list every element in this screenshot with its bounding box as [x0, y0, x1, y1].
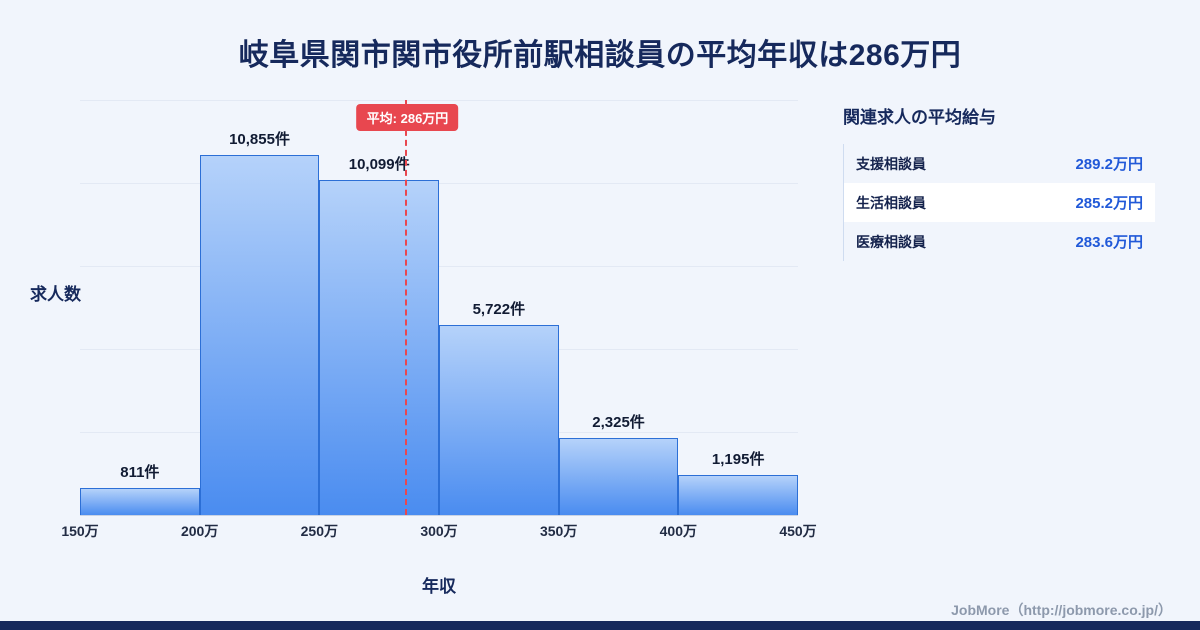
bar-value-label: 1,195件 [711, 451, 765, 469]
x-tick-label: 300万 [420, 523, 458, 539]
footer-bar [0, 621, 1200, 630]
x-axis-label: 年収 [422, 577, 456, 596]
bar [439, 325, 559, 515]
bar-value-label: 10,099件 [348, 155, 410, 173]
y-axis-label: 求人数 [30, 285, 81, 304]
bar-value-label: 811件 [120, 464, 160, 482]
gridline [80, 100, 798, 101]
bars: 811件 10,855件 10,099件 5,722件 2,325件 1,195件 [80, 100, 799, 515]
bar [678, 475, 799, 515]
job-salary: 289.2万円 [1075, 156, 1143, 173]
x-tick-label: 450万 [779, 523, 817, 539]
related-jobs-panel: 関連求人の平均給与 支援相談員 289.2万円 生活相談員 285.2万円 医療… [843, 103, 1155, 261]
bar-value-label: 2,325件 [592, 413, 645, 431]
bar [558, 437, 679, 515]
bar-group: 811件 [80, 100, 200, 515]
x-tick-label: 350万 [539, 523, 578, 539]
job-label: 生活相談員 [856, 194, 926, 211]
x-tick-label: 150万 [61, 523, 99, 539]
gridline [80, 515, 798, 516]
related-jobs-table: 支援相談員 289.2万円 生活相談員 285.2万円 医療相談員 283.6万… [843, 144, 1155, 261]
bar [80, 488, 200, 515]
footer-credit: JobMore（http://jobmore.co.jp/） [951, 602, 1172, 618]
bar-group: 10,855件 [199, 100, 320, 515]
related-jobs-heading: 関連求人の平均給与 [843, 108, 996, 127]
bar-value-label: 5,722件 [472, 301, 526, 319]
bar-group: 2,325件 [558, 100, 679, 515]
bar-value-label: 10,855件 [229, 130, 290, 148]
job-label: 医療相談員 [856, 233, 926, 250]
x-tick-label: 400万 [659, 523, 698, 539]
table-row: 生活相談員 285.2万円 [844, 183, 1155, 222]
bar-group: 5,722件 [439, 100, 559, 515]
job-salary: 285.2万円 [1075, 195, 1143, 212]
bar-group: 10,099件 [319, 100, 440, 515]
average-line: 平均: 286万円 [356, 100, 459, 515]
bar [199, 154, 320, 515]
x-axis-ticks: 150万 200万 250万 300万 350万 400万 450万 [61, 521, 816, 541]
job-label: 支援相談員 [856, 155, 926, 172]
page-title: 岐阜県関市関市役所前駅相談員の平均年収は286万円 [238, 39, 962, 72]
x-tick-label: 200万 [180, 523, 219, 539]
bar-group: 1,195件 [678, 100, 799, 515]
table-row: 支援相談員 289.2万円 [844, 144, 1155, 183]
table-row: 医療相談員 283.6万円 [844, 222, 1155, 261]
job-salary: 283.6万円 [1075, 234, 1143, 251]
histogram-plot: 811件 10,855件 10,099件 5,722件 2,325件 1,195件 平均:… [80, 100, 799, 516]
average-badge: 平均: 286万円 [356, 104, 459, 131]
bar [319, 179, 440, 515]
x-tick-label: 250万 [300, 523, 339, 539]
